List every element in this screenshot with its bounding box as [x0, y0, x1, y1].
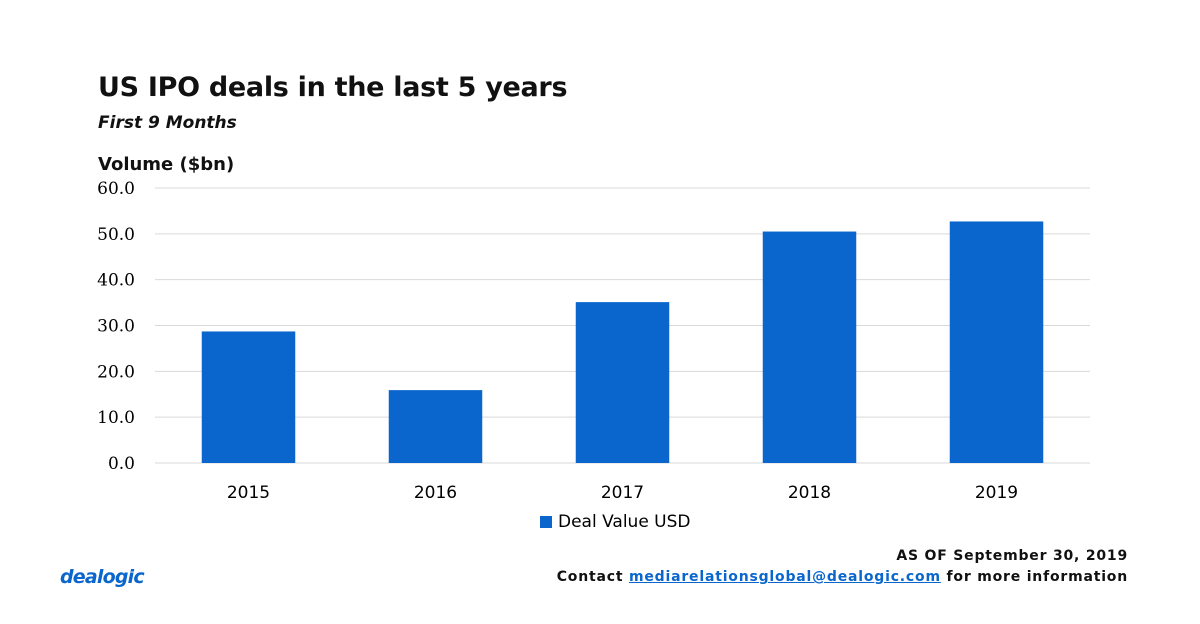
chart-subtitle: First 9 Months [98, 113, 237, 133]
contact-prefix: Contact [556, 569, 624, 585]
y-tick-label: 50.0 [97, 225, 135, 245]
x-tick-label: 2019 [975, 483, 1018, 503]
contact-suffix: for more information [946, 569, 1128, 585]
x-tick-label: 2015 [227, 483, 270, 503]
dealogic-logo: dealogic [60, 566, 145, 588]
x-tick-label: 2016 [414, 483, 457, 503]
bar-2015 [201, 331, 296, 463]
y-axis-label: Volume ($bn) [98, 154, 235, 175]
y-tick-label: 40.0 [97, 271, 135, 291]
y-tick-label: 60.0 [97, 179, 135, 199]
y-tick-label: 10.0 [97, 408, 135, 428]
bar-2018 [762, 231, 857, 463]
y-tick-label: 0.0 [108, 454, 135, 474]
y-tick-label: 30.0 [97, 317, 135, 337]
chart-title: US IPO deals in the last 5 years [98, 72, 568, 103]
legend: Deal Value USD [540, 512, 691, 532]
legend-swatch [540, 516, 552, 528]
contact-line: Contact mediarelationsglobal@dealogic.co… [557, 569, 1128, 585]
y-tick-label: 20.0 [97, 362, 135, 382]
legend-label: Deal Value USD [558, 512, 691, 532]
bar-2016 [388, 390, 483, 463]
bar-2019 [949, 221, 1044, 463]
bar-2017 [575, 302, 670, 463]
as-of-date: AS OF September 30, 2019 [896, 548, 1128, 564]
x-tick-label: 2017 [601, 483, 644, 503]
contact-email-link[interactable]: mediarelationsglobal@dealogic.com [629, 569, 941, 585]
x-tick-label: 2018 [788, 483, 831, 503]
